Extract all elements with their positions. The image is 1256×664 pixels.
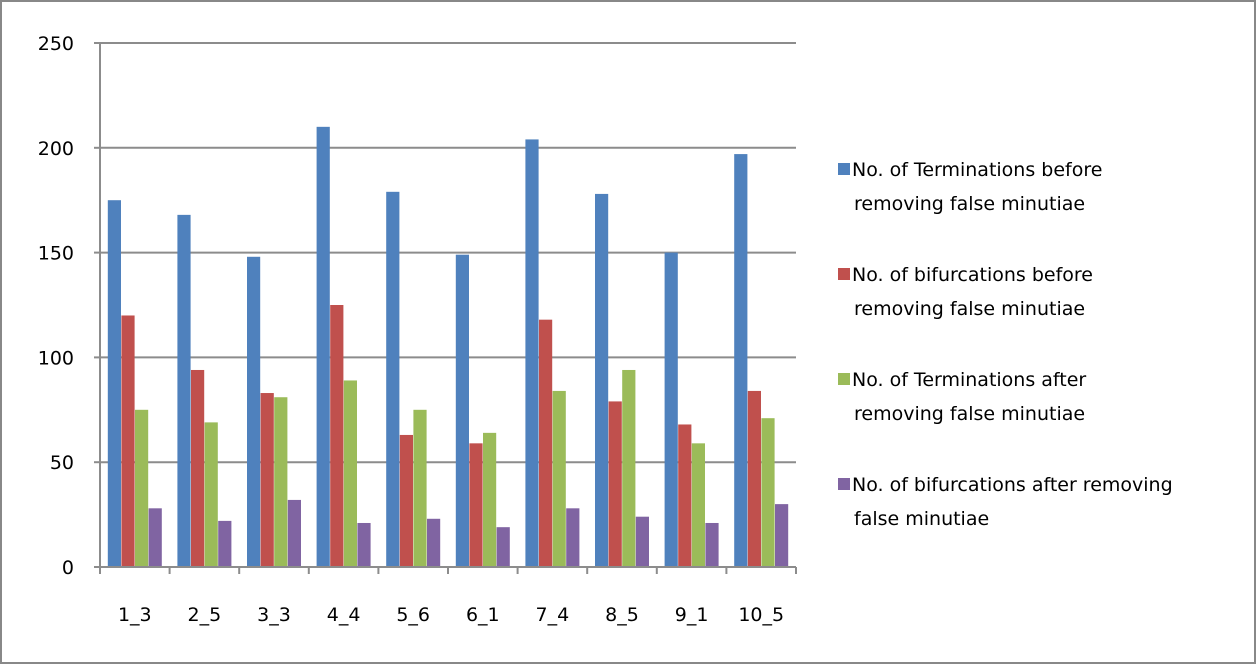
bar (539, 319, 553, 567)
y-tick-label: 200 (38, 138, 74, 160)
bar (107, 200, 121, 567)
bar (343, 380, 357, 567)
bar (566, 508, 580, 567)
bar (747, 390, 761, 567)
x-tick-label: 3_3 (257, 604, 291, 626)
bar (608, 401, 622, 567)
bar (357, 522, 371, 567)
x-tick-label: 5_6 (396, 604, 430, 626)
x-tick-label: 8_5 (605, 604, 639, 626)
legend-swatch (838, 478, 850, 490)
x-tick-label: 7_4 (536, 604, 570, 626)
y-tick-label: 50 (50, 452, 74, 474)
x-tick-label: 2_5 (188, 604, 222, 626)
legend-label: No. of Terminations after (852, 369, 1086, 391)
bar (274, 397, 288, 567)
legend-label: No. of Terminations before (852, 159, 1102, 181)
bar (413, 409, 427, 567)
bar (399, 434, 413, 567)
bar (191, 369, 205, 567)
bar (287, 499, 301, 567)
y-tick-label: 100 (38, 347, 74, 369)
bar (386, 191, 400, 568)
legend-label: No. of bifurcations before (852, 264, 1093, 286)
bar (218, 520, 232, 567)
legend-swatch (838, 373, 850, 385)
bar (622, 369, 636, 567)
bar (525, 139, 539, 567)
bar (330, 305, 344, 567)
bar (427, 518, 441, 567)
bar (705, 522, 719, 567)
bar (260, 393, 274, 567)
x-tick-label: 9_1 (675, 604, 709, 626)
legend-label: removing false minutiae (854, 193, 1085, 215)
bar (734, 154, 748, 567)
x-tick-labels: 1_3 2_5 3_3 4_4 5_6 6_1 7_4 8_5 9_1 10_5 (118, 604, 784, 626)
bar (691, 443, 705, 567)
bar (247, 256, 261, 567)
bar (204, 422, 218, 567)
bar (761, 418, 775, 567)
legend-swatch (838, 268, 850, 280)
x-tick-label: 1_3 (118, 604, 152, 626)
x-tick-label: 6_1 (466, 604, 500, 626)
bar (455, 254, 469, 568)
bar (483, 432, 497, 567)
bar (469, 443, 483, 567)
x-tick-label: 10_5 (738, 604, 784, 626)
bar (635, 516, 649, 567)
legend-label: false minutiae (854, 508, 989, 530)
bar (678, 424, 692, 567)
legend-label: removing false minutiae (854, 298, 1085, 320)
y-tick-label: 250 (38, 33, 74, 55)
bar (177, 214, 191, 567)
y-tick-label: 150 (38, 243, 74, 265)
bar (496, 527, 510, 567)
bar (135, 409, 149, 567)
legend-swatch (838, 163, 850, 175)
legend-label: removing false minutiae (854, 403, 1085, 425)
bar (775, 504, 789, 567)
legend-label: No. of bifurcations after removing (852, 474, 1173, 496)
x-tick-label: 4_4 (327, 604, 361, 626)
gridlines (100, 42, 796, 464)
bar (552, 390, 566, 567)
y-tick-labels: 0 50 100 150 200 250 (38, 33, 74, 579)
bar (148, 508, 162, 567)
y-tick-label: 0 (62, 557, 74, 579)
bars (107, 126, 789, 568)
bar (595, 193, 609, 568)
axes (94, 42, 797, 574)
bar (121, 315, 135, 567)
legend: No. of Terminations before removing false… (838, 159, 1173, 530)
bar (664, 252, 678, 567)
bar (316, 126, 330, 567)
